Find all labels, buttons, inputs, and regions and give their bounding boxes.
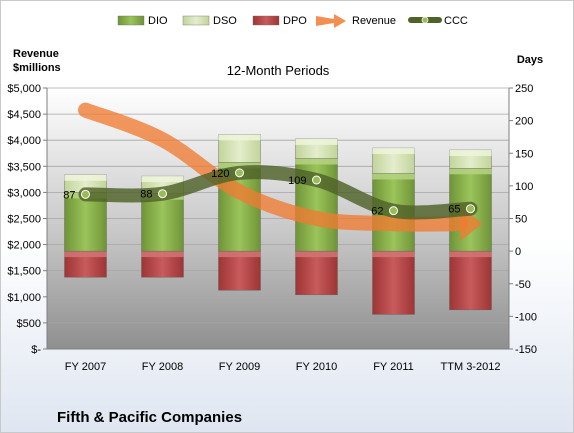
left-tick-label: $1,000 xyxy=(7,292,41,304)
ccc-line xyxy=(78,165,478,220)
company-name: Fifth & Pacific Companies xyxy=(57,409,242,426)
right-tick-label: 50 xyxy=(515,214,527,226)
bar-dso-top xyxy=(141,176,184,183)
right-tick-label: 100 xyxy=(515,181,533,193)
left-tick-label: $4,000 xyxy=(7,135,41,147)
bar-dso-top xyxy=(295,138,338,145)
bar-dio-top xyxy=(218,162,261,169)
ccc-point xyxy=(389,206,398,216)
right-tick-label: 150 xyxy=(515,148,533,160)
legend: DIO DSO DPO Revenue CCC xyxy=(117,14,468,28)
legend-swatch-dpo xyxy=(252,15,280,26)
bar-dpo xyxy=(218,250,261,291)
ccc-data-label: 120 xyxy=(211,168,229,180)
bar-dio-top xyxy=(295,158,338,165)
legend-label-ccc: CCC xyxy=(444,15,468,27)
right-tick-label: -100 xyxy=(515,311,537,323)
right-tick-label: 200 xyxy=(515,116,533,128)
bar-dso-top xyxy=(372,148,415,155)
lines: 87 88 120 109 62 65 xyxy=(63,102,483,241)
left-tick-label: $2,000 xyxy=(7,240,41,252)
left-tick-label: $5,000 xyxy=(7,83,41,95)
bar-dio-top xyxy=(449,168,492,175)
ccc-point xyxy=(312,175,321,185)
legend-label-dpo: DPO xyxy=(283,15,307,27)
left-tick-label: $1,500 xyxy=(7,266,41,278)
x-tick-label: FY 2008 xyxy=(142,361,183,373)
legend-label-revenue: Revenue xyxy=(352,15,396,27)
right-tick-label: 250 xyxy=(515,83,533,95)
legend-swatch-dio xyxy=(117,15,145,26)
ccc-point xyxy=(81,189,90,199)
bar-dio xyxy=(64,192,107,252)
chart-title: 12-Month Periods xyxy=(227,63,330,78)
ccc-point xyxy=(466,204,475,214)
x-tick-label: FY 2011 xyxy=(373,361,414,373)
bar-dpo-top xyxy=(64,251,107,258)
left-axis-label-line1: Revenue xyxy=(13,48,59,60)
bar-dpo-top xyxy=(449,251,492,258)
bar-dso-top xyxy=(64,174,107,181)
left-axis-label-line2: $millions xyxy=(13,62,61,74)
ccc-data-label: 109 xyxy=(288,175,306,187)
ccc-data-label: 65 xyxy=(448,204,460,216)
bar-dpo xyxy=(295,250,338,296)
ccc-point xyxy=(235,168,244,178)
right-tick-label: 0 xyxy=(515,246,521,258)
left-tick-label: $- xyxy=(31,344,41,356)
legend-swatch-dso xyxy=(182,15,210,26)
ccc-data-label: 62 xyxy=(371,206,383,218)
bar-dpo-top xyxy=(295,251,338,258)
bar-dso-top xyxy=(218,134,261,141)
bar-dio-top xyxy=(372,173,415,180)
left-tick-label: $500 xyxy=(17,318,41,330)
bar-dso-top xyxy=(449,149,492,156)
right-tick-label: -150 xyxy=(515,344,537,356)
legend-label-dio: DIO xyxy=(148,15,168,27)
bar-dpo xyxy=(449,250,492,311)
legend-swatch-ccc-marker xyxy=(421,16,429,24)
left-tick-label: $4,500 xyxy=(7,109,41,121)
revenue-line xyxy=(78,102,468,232)
x-tick-label: TTM 3-2012 xyxy=(441,361,501,373)
x-tick-label: FY 2007 xyxy=(65,361,106,373)
x-tick-label: FY 2010 xyxy=(296,361,337,373)
bar-dpo-top xyxy=(218,251,261,258)
left-tick-label: $3,500 xyxy=(7,161,41,173)
right-tick-label: -50 xyxy=(515,279,531,291)
legend-swatch-revenue xyxy=(316,14,346,28)
left-tick-label: $2,500 xyxy=(7,214,41,226)
bar-dpo-top xyxy=(141,251,184,258)
left-tick-label: $3,000 xyxy=(7,187,41,199)
bar-dpo-top xyxy=(372,251,415,258)
axes: $- $500 $1,000 $1,500 $2,000 $2,500 $3,000 $3,5… xyxy=(7,83,537,373)
ccc-point xyxy=(158,189,167,199)
ccc-data-label: 87 xyxy=(63,189,75,201)
bar-dio xyxy=(141,193,184,252)
right-axis-label: Days xyxy=(517,54,543,66)
bar-dpo xyxy=(372,250,415,315)
legend-label-dso: DSO xyxy=(213,15,237,27)
ccc-data-label: 88 xyxy=(140,189,152,201)
x-tick-label: FY 2009 xyxy=(219,361,260,373)
